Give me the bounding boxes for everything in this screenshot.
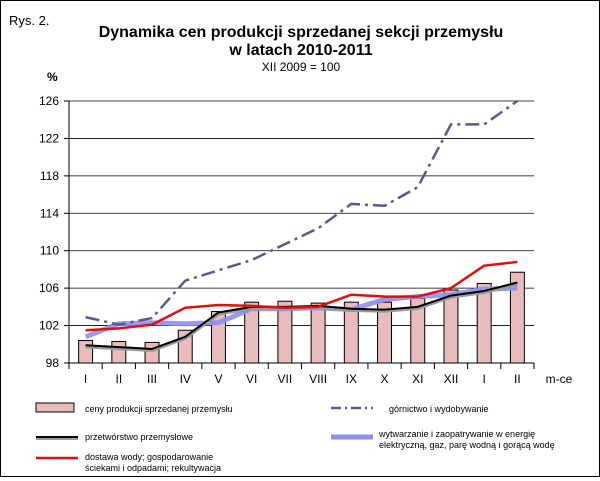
series-line-water bbox=[85, 260, 518, 332]
legend-label-energy-line1: wytwarzanie i zaopatrywanie w energię bbox=[378, 429, 535, 439]
x-axis-label: m-ce bbox=[546, 372, 573, 386]
figure-label: Rys. 2. bbox=[9, 13, 49, 28]
grid bbox=[69, 100, 534, 326]
x-tick-label: VI bbox=[246, 372, 257, 386]
bar bbox=[144, 341, 160, 364]
bar bbox=[111, 340, 127, 364]
bar bbox=[476, 282, 492, 364]
chart-title-line2: w latach 2010-2011 bbox=[228, 42, 372, 59]
y-tick-label: 102 bbox=[39, 319, 59, 333]
y-tick-label: 114 bbox=[40, 206, 59, 220]
legend-label-manufacturing: przetwórstwo przemysłowe bbox=[85, 432, 193, 442]
x-tick-label: XI bbox=[412, 372, 423, 386]
bar bbox=[78, 340, 94, 364]
y-tick-label: 98 bbox=[46, 356, 60, 370]
x-tick-label: XII bbox=[444, 372, 459, 386]
x-tick-label: III bbox=[147, 372, 157, 386]
x-tick-labels: I II III IV V VI VII VIII IX X XI XII I II bbox=[84, 372, 521, 386]
axes bbox=[64, 100, 535, 369]
y-tick-label: 106 bbox=[39, 281, 59, 295]
chart-subtitle: XII 2009 = 100 bbox=[262, 60, 341, 74]
legend-label-mining: górnictwo i wydobywanie bbox=[389, 404, 489, 414]
x-tick-label: I bbox=[84, 372, 87, 386]
y-tick-labels: 98 102 106 110 114 118 122 126 bbox=[39, 94, 59, 370]
bar bbox=[443, 289, 459, 364]
series-line-mining bbox=[85, 99, 519, 326]
x-tick-label: X bbox=[381, 372, 389, 386]
y-tick-label: 118 bbox=[40, 169, 59, 183]
series-lines bbox=[84, 99, 519, 353]
chart-title: Dynamika cen produkcji sprzedanej sekcji… bbox=[99, 24, 504, 41]
x-tick-label: II bbox=[514, 372, 521, 386]
y-tick-label: 122 bbox=[39, 131, 59, 145]
x-tick-label: VIII bbox=[309, 372, 327, 386]
legend-swatch-bars bbox=[35, 402, 75, 413]
legend-label-bars: ceny produkcji sprzedanej przemysłu bbox=[85, 404, 233, 414]
x-tick-label: VII bbox=[278, 372, 293, 386]
x-tick-label: IV bbox=[180, 372, 191, 386]
legend: ceny produkcji sprzedanej przemysłu górn… bbox=[35, 402, 555, 473]
y-tick-label: 126 bbox=[39, 94, 59, 108]
legend-label-energy-line2: elektryczną, gaz, parę wodną i gorącą wo… bbox=[379, 440, 555, 450]
legend-label-water-line1: dostawa wody; gospodarowanie bbox=[85, 452, 213, 462]
x-tick-label: IX bbox=[346, 372, 357, 386]
x-tick-label: V bbox=[214, 372, 222, 386]
y-tick-label: 110 bbox=[40, 244, 59, 258]
legend-label-water-line2: ściekami i odpadami; rekultywacja bbox=[85, 463, 221, 473]
x-tick-label: I bbox=[483, 372, 486, 386]
x-tick-label: II bbox=[115, 372, 122, 386]
y-axis-label: % bbox=[47, 70, 58, 84]
bar bbox=[310, 302, 326, 364]
